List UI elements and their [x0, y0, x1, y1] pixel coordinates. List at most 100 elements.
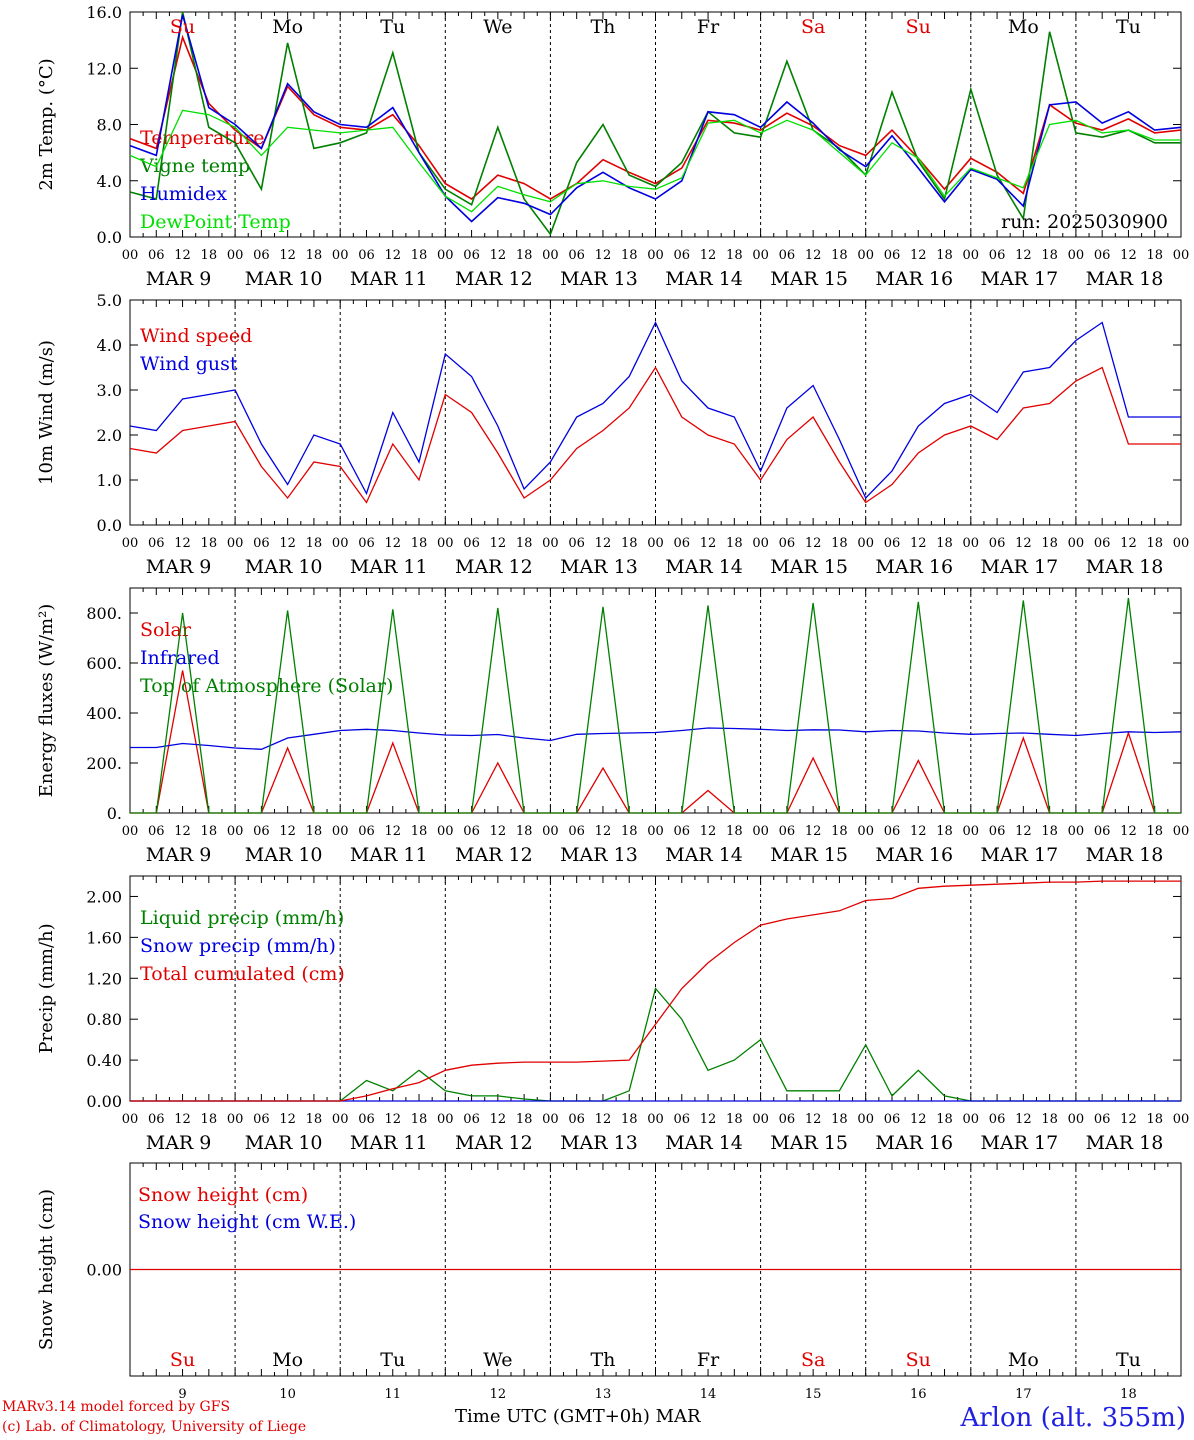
- hour-label: 00: [752, 824, 769, 839]
- series-line-wind-speed: [129, 366, 1181, 504]
- hour-label: 18: [516, 536, 533, 551]
- hour-label: 12: [279, 536, 296, 551]
- series-line-temperature: [129, 34, 1182, 200]
- hour-label: 00: [122, 824, 139, 839]
- legend-entry: Solar: [140, 619, 192, 641]
- hour-label: 06: [884, 1112, 901, 1127]
- y-tick-label: 4.0: [97, 172, 122, 191]
- hour-label: 06: [989, 1112, 1006, 1127]
- y-tick-label: 5.0: [97, 291, 122, 310]
- hour-label: 06: [568, 1112, 585, 1127]
- hour-label: 00: [227, 536, 244, 551]
- y-axis-title: Energy fluxes (W/m²): [36, 604, 57, 798]
- hour-label: 18: [936, 248, 953, 263]
- hour-label: 06: [358, 248, 375, 263]
- y-tick-label: 2.00: [86, 887, 122, 906]
- hour-label: 12: [805, 824, 822, 839]
- date-label: MAR 14: [665, 1132, 743, 1154]
- hour-label: 18: [726, 1112, 743, 1127]
- hour-label: 18: [726, 248, 743, 263]
- date-label: MAR 12: [455, 1132, 533, 1154]
- hour-label: 00: [437, 536, 454, 551]
- hour-label: 12: [279, 1112, 296, 1127]
- hour-label: 06: [989, 824, 1006, 839]
- legend-entry: Liquid precip (mm/h): [140, 907, 344, 929]
- hour-label: 18: [411, 824, 428, 839]
- hour-label: 12: [384, 824, 401, 839]
- hour-label: 12: [700, 824, 717, 839]
- hour-label: 12: [174, 1112, 191, 1127]
- date-label: MAR 18: [1086, 1132, 1164, 1154]
- hour-label: 18: [201, 248, 218, 263]
- y-tick-label: 8.0: [97, 116, 122, 135]
- hour-label: 00: [1173, 248, 1190, 263]
- hour-label: 12: [490, 1112, 507, 1127]
- hour-label: 00: [542, 824, 559, 839]
- hour-label: 06: [674, 824, 691, 839]
- date-label: MAR 9: [146, 268, 212, 290]
- hour-label: 00: [1173, 536, 1190, 551]
- hour-label: 12: [910, 824, 927, 839]
- hour-label: 18: [516, 1112, 533, 1127]
- hour-label: 00: [122, 1112, 139, 1127]
- hour-label: 06: [358, 1112, 375, 1127]
- legend-entry: Snow height (cm): [138, 1184, 308, 1206]
- hour-label: 18: [411, 1112, 428, 1127]
- date-label: MAR 14: [665, 556, 743, 578]
- legend-entry: Snow precip (mm/h): [140, 935, 336, 957]
- hour-label: 06: [779, 824, 796, 839]
- hour-label: 12: [700, 248, 717, 263]
- y-axis-title: 10m Wind (m/s): [36, 340, 57, 485]
- day-name-label: Fr: [697, 1349, 720, 1371]
- y-tick-label: 1.20: [86, 969, 122, 988]
- hour-label: 18: [1041, 1112, 1058, 1127]
- hour-label: 00: [542, 536, 559, 551]
- day-number-label: 13: [595, 1387, 612, 1402]
- day-name-label: Tu: [1116, 1349, 1141, 1371]
- hour-label: 18: [1146, 1112, 1163, 1127]
- hour-label: 06: [884, 248, 901, 263]
- date-label: MAR 17: [980, 268, 1058, 290]
- hour-label: 18: [411, 536, 428, 551]
- legend-entry: Temperature: [140, 127, 264, 149]
- y-tick-label: 4.0: [97, 336, 122, 355]
- hour-label: 00: [857, 1112, 874, 1127]
- hour-label: 00: [752, 1112, 769, 1127]
- hour-label: 00: [122, 536, 139, 551]
- hour-label: 00: [227, 824, 244, 839]
- hour-label: 00: [1068, 824, 1085, 839]
- hour-label: 12: [174, 824, 191, 839]
- hour-label: 18: [621, 824, 638, 839]
- date-label: MAR 10: [245, 556, 323, 578]
- hour-label: 12: [174, 536, 191, 551]
- hour-label: 18: [831, 1112, 848, 1127]
- hour-label: 00: [332, 824, 349, 839]
- date-label: MAR 17: [980, 1132, 1058, 1154]
- day-name-label: Su: [170, 16, 195, 38]
- legend-entry: Wind speed: [140, 325, 252, 347]
- day-name-label: Sa: [801, 16, 825, 38]
- day-name-label: Tu: [1116, 16, 1141, 38]
- legend-entry: Infrared: [140, 647, 220, 669]
- hour-label: 00: [1173, 1112, 1190, 1127]
- hour-label: 00: [857, 536, 874, 551]
- hour-label: 18: [1041, 824, 1058, 839]
- hour-label: 12: [595, 1112, 612, 1127]
- series-line-dewpoint-temp: [129, 109, 1181, 213]
- hour-label: 12: [910, 1112, 927, 1127]
- hour-label: 00: [332, 1112, 349, 1127]
- hour-label: 18: [201, 1112, 218, 1127]
- hour-label: 00: [437, 824, 454, 839]
- y-tick-label: 12.0: [86, 59, 122, 78]
- lab-credit: (c) Lab. of Climatology, University of L…: [2, 1419, 307, 1435]
- date-label: MAR 10: [245, 1132, 323, 1154]
- date-label: MAR 15: [770, 1132, 848, 1154]
- day-name-label: Mo: [1008, 16, 1039, 38]
- hour-label: 18: [726, 536, 743, 551]
- hour-label: 06: [463, 824, 480, 839]
- hour-label: 12: [595, 536, 612, 551]
- hour-label: 06: [253, 248, 270, 263]
- date-label: MAR 18: [1086, 268, 1164, 290]
- hour-label: 12: [595, 248, 612, 263]
- date-label: MAR 15: [770, 556, 848, 578]
